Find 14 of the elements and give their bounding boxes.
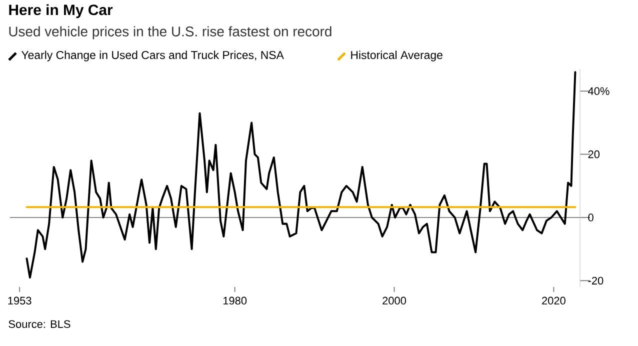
y-tick-label: 20 [588,150,600,158]
line-series [26,71,576,279]
y-tick-label: -20 [588,276,604,285]
x-tick-label: 2020 [542,296,566,305]
source-note: Source: BLS [8,320,70,328]
chart-subtitle: Used vehicle prices in the U.S. rise fastest on record [9,26,332,40]
x-tick-label: 2000 [382,296,406,305]
chart-title: Here in My Car [9,4,113,18]
x-tick-label: 1980 [223,296,247,305]
y-tick-label: 0 [588,214,594,222]
x-tick-label: 1953 [8,296,32,305]
legend-label: Yearly Change in Used Cars and Truck Prices, NSA [21,50,284,62]
legend-label: Historical Average [351,50,442,62]
y-tick-label: 40% [588,87,610,95]
